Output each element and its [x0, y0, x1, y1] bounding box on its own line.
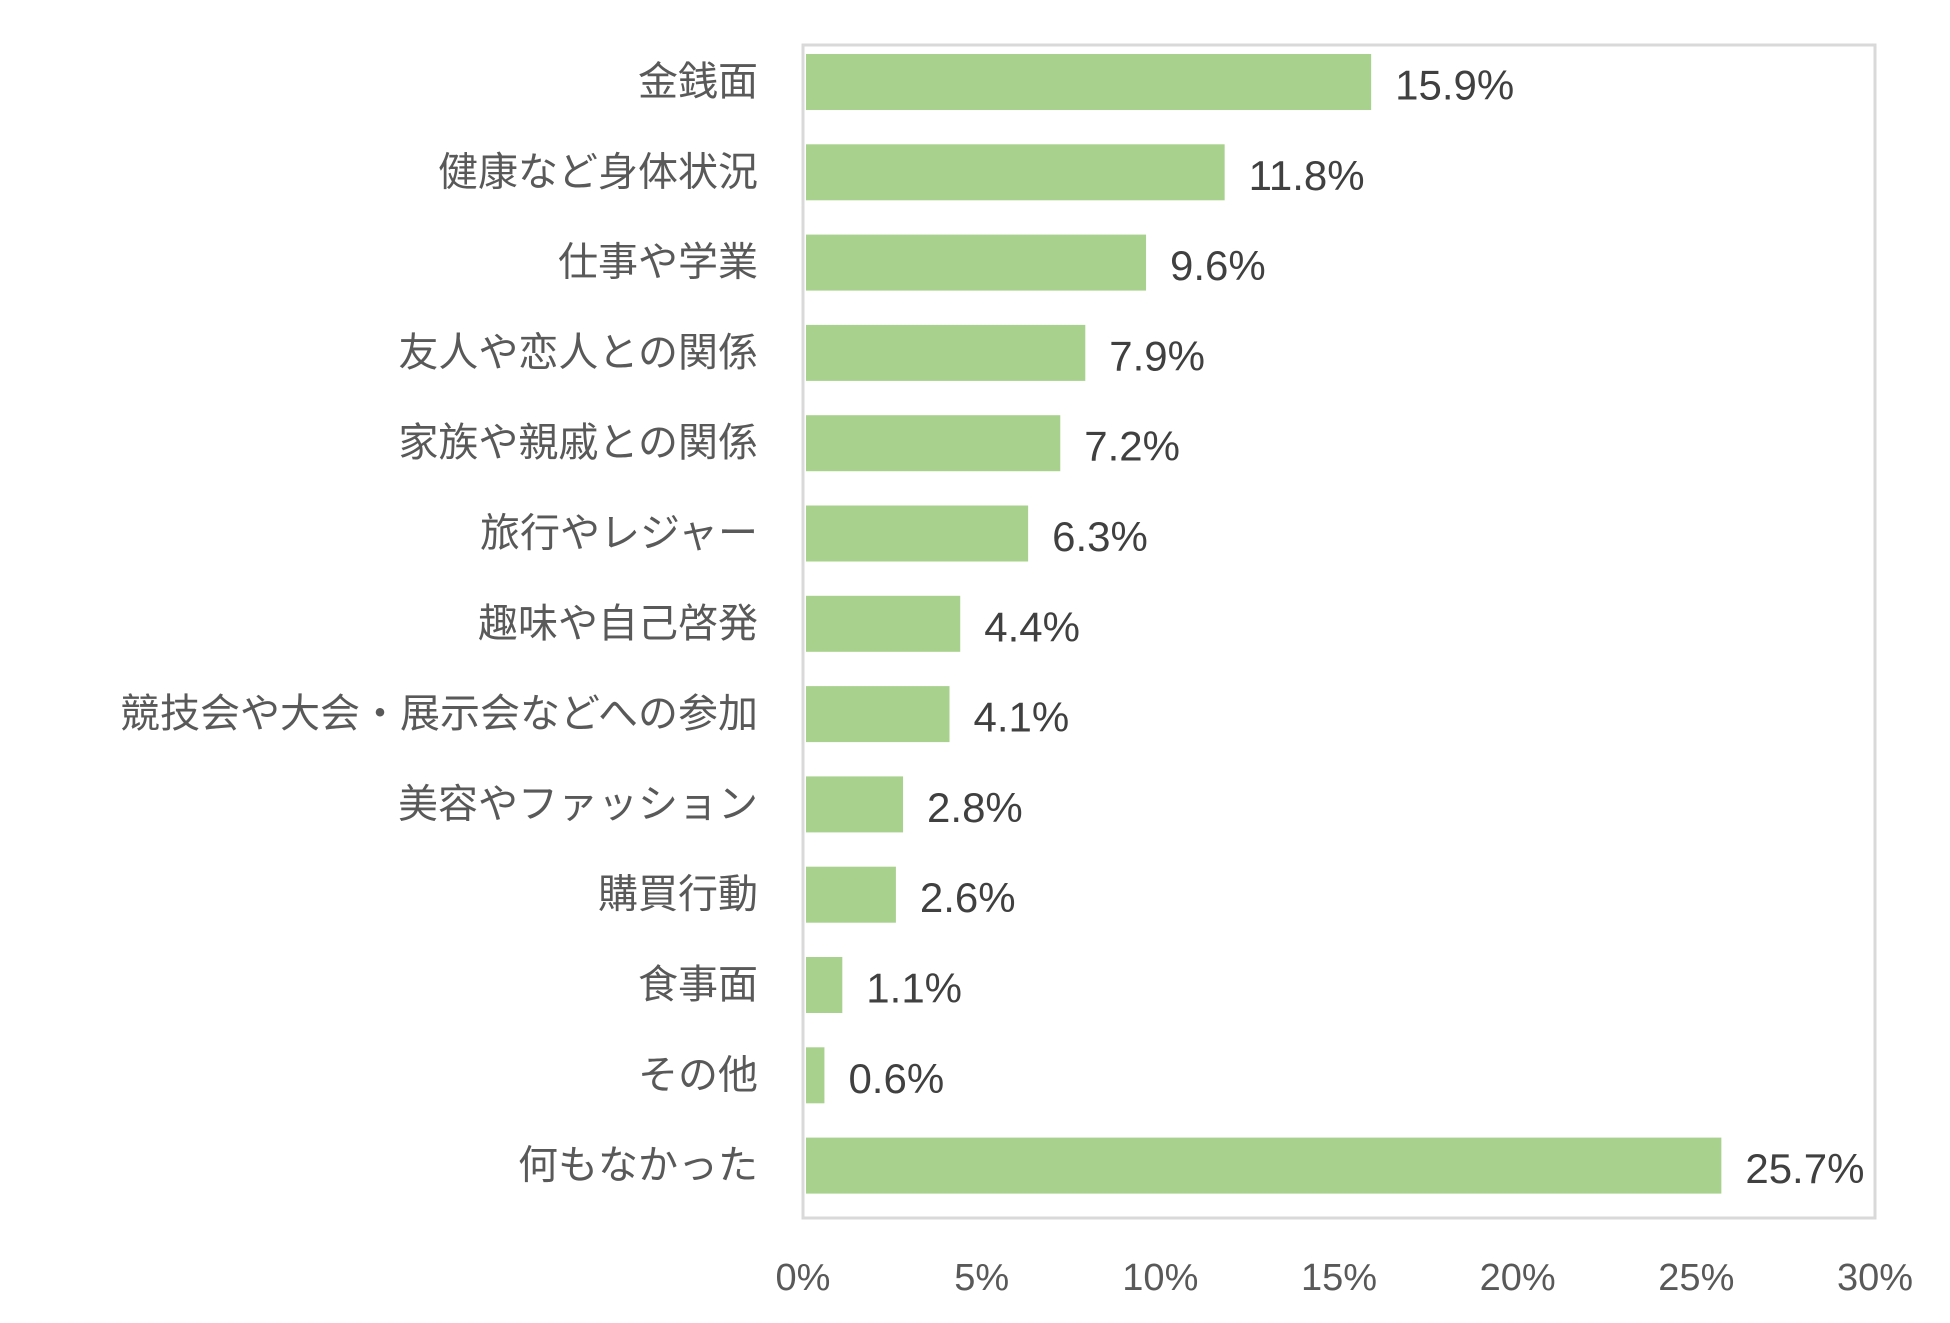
category-label: 美容やファッション — [398, 781, 758, 827]
value-label: 4.4% — [984, 603, 1080, 650]
bar — [806, 324, 1086, 381]
bar — [806, 595, 961, 652]
value-labels: 15.9% 11.8% 9.6% 7.9% 7.2% 6.3% 4.4% 4.1% 2.8% 2.… — [848, 62, 1864, 1193]
category-label: 友人や恋人との関係 — [398, 330, 758, 376]
category-label: 購買行動 — [598, 872, 758, 918]
value-label: 2.6% — [920, 874, 1016, 921]
bar — [806, 957, 843, 1013]
bar — [806, 866, 896, 923]
plot-area-frame — [801, 43, 1877, 1220]
x-tick-label: 15% — [1301, 1257, 1377, 1299]
bar — [806, 686, 950, 743]
bar — [806, 776, 904, 833]
value-label: 4.1% — [974, 694, 1070, 741]
value-label: 7.2% — [1084, 423, 1180, 470]
value-label: 11.8% — [1249, 152, 1365, 199]
bars — [806, 54, 1722, 1194]
x-axis-ticks: 0% 5% 10% 15% 20% 25% 30% — [776, 1257, 1913, 1299]
category-label: 何もなかった — [518, 1143, 758, 1189]
bar — [806, 1047, 825, 1104]
bar — [806, 144, 1225, 201]
value-label: 7.9% — [1109, 332, 1205, 379]
x-tick-label: 30% — [1837, 1257, 1913, 1299]
category-label: 旅行やレジャー — [480, 511, 758, 557]
category-label: 健康など身体状況 — [438, 149, 758, 195]
value-label: 0.6% — [848, 1055, 944, 1102]
x-tick-label: 20% — [1480, 1257, 1556, 1299]
category-label: 競技会や大会・展示会などへの参加 — [120, 691, 758, 737]
bar — [806, 505, 1029, 562]
bar — [806, 415, 1061, 472]
x-tick-label: 10% — [1122, 1257, 1198, 1299]
bar — [806, 1137, 1722, 1194]
value-label: 6.3% — [1052, 513, 1148, 560]
value-label: 1.1% — [866, 965, 962, 1012]
bar — [806, 234, 1147, 291]
category-label: 仕事や学業 — [558, 240, 758, 286]
category-label: 金銭面 — [638, 59, 758, 105]
category-label: その他 — [638, 1052, 758, 1098]
value-label: 25.7% — [1745, 1145, 1864, 1192]
value-label: 9.6% — [1170, 242, 1266, 289]
x-tick-label: 25% — [1658, 1257, 1734, 1299]
category-label: 食事面 — [638, 962, 758, 1008]
category-label: 家族や親戚との関係 — [398, 420, 758, 466]
x-tick-label: 5% — [954, 1257, 1009, 1299]
value-label: 2.8% — [927, 784, 1023, 831]
value-label: 15.9% — [1395, 62, 1514, 109]
category-labels: 金銭面健康など身体状況仕事や学業友人や恋人との関係家族や親戚との関係旅行やレジャ… — [120, 59, 758, 1189]
x-tick-label: 0% — [776, 1257, 831, 1299]
category-label: 趣味や自己啓発 — [478, 601, 758, 647]
bar — [806, 54, 1372, 110]
